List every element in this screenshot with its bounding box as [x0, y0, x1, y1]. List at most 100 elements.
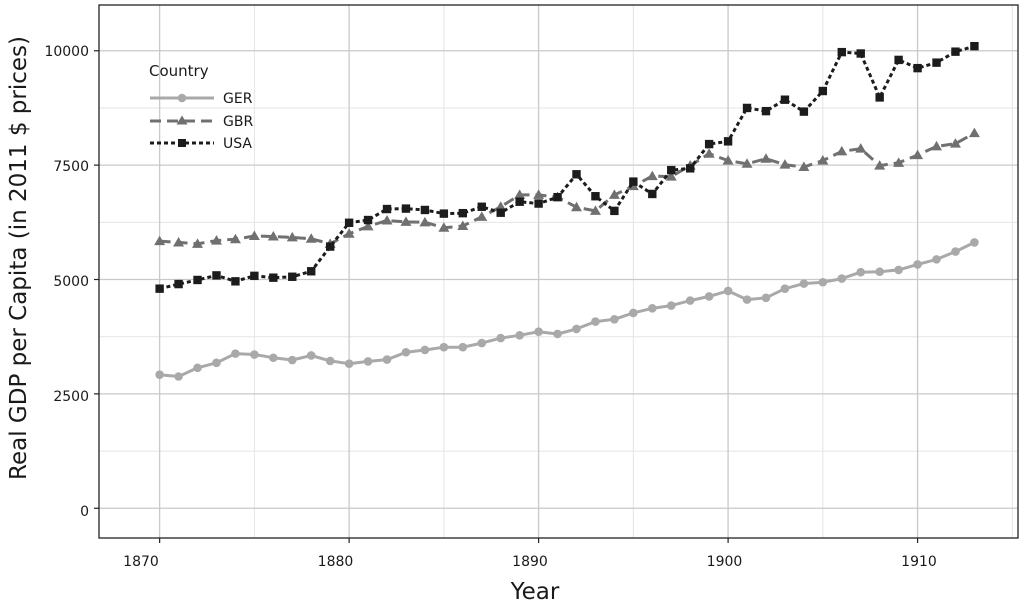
data-point-gbr-1884 [419, 216, 431, 227]
data-point-usa-1877 [288, 272, 297, 281]
data-point-ger-1894 [610, 315, 619, 324]
legend-label-gbr: GBR [223, 114, 253, 130]
data-point-gbr-1889 [514, 189, 526, 199]
data-point-gbr-1888 [495, 201, 507, 211]
data-point-usa-1873 [212, 271, 221, 280]
data-point-ger-1901 [742, 295, 752, 304]
data-point-usa-1908 [875, 93, 884, 102]
y-tick-label-1: 2500 [53, 389, 89, 405]
data-point-usa-1899 [704, 139, 714, 149]
data-point-usa-1876 [269, 273, 278, 282]
data-point-ger-1874 [231, 349, 240, 358]
data-point-ger-1890 [534, 327, 543, 336]
x-tick-label-3: 1900 [707, 554, 743, 570]
legend-item-ger: GER [150, 91, 253, 107]
data-point-gbr-1875 [248, 230, 260, 241]
data-point-usa-1891 [553, 192, 562, 202]
data-point-usa-1882 [382, 204, 392, 214]
data-point-usa-1904 [799, 107, 809, 116]
series-layer [154, 41, 980, 381]
legend-title: Country [149, 62, 209, 80]
data-point-gbr-1903 [779, 159, 791, 169]
data-point-usa-1871 [174, 279, 183, 289]
data-point-usa-1875 [250, 271, 259, 281]
data-point-gbr-1885 [438, 222, 450, 232]
data-point-usa-1906 [837, 47, 846, 57]
data-point-gbr-1900 [722, 155, 734, 165]
data-point-usa-1881 [363, 215, 373, 225]
data-point-usa-1887 [477, 202, 486, 211]
data-point-ger-1888 [496, 333, 506, 343]
x-tick-label-2: 1890 [512, 554, 548, 570]
data-point-ger-1886 [458, 342, 468, 352]
data-point-gbr-1872 [192, 238, 204, 248]
data-point-gbr-1890 [533, 189, 545, 199]
y-axis-title: Real GDP per Capita (in 2011 $ prices) [6, 36, 32, 480]
series-line-gbr [159, 131, 976, 246]
data-point-usa-1896 [648, 189, 657, 199]
data-point-gbr-1905 [817, 155, 829, 165]
data-point-gbr-1886 [457, 220, 469, 230]
legend-label-usa: USA [223, 136, 252, 152]
y-tick-label-3: 7500 [53, 159, 89, 175]
data-point-usa-1870 [155, 284, 164, 293]
data-point-gbr-1910 [912, 149, 924, 160]
data-point-gbr-1887 [476, 211, 488, 221]
data-point-usa-1878 [307, 267, 316, 276]
data-point-gbr-1870 [154, 235, 166, 246]
y-tick-label-4: 10000 [44, 44, 89, 60]
data-point-gbr-1908 [874, 160, 886, 170]
data-point-gbr-1904 [798, 161, 810, 171]
data-point-gbr-1897 [665, 171, 677, 181]
data-point-ger-1898 [685, 296, 695, 305]
data-point-ger-1896 [647, 304, 657, 313]
data-point-ger-1905 [818, 277, 828, 287]
data-point-usa-1893 [591, 192, 600, 201]
y-tick-label-0: 0 [80, 504, 89, 520]
legend-marker-usa [178, 139, 186, 147]
plot-frame [98, 4, 1019, 539]
x-axis-title: Year [510, 579, 560, 602]
legend-item-gbr: GBR [150, 114, 253, 130]
series-gbr [154, 127, 980, 248]
data-point-gbr-1876 [267, 231, 279, 241]
data-point-usa-1880 [344, 218, 354, 227]
data-point-ger-1900 [723, 286, 733, 296]
axis-ticks [94, 50, 919, 543]
data-point-ger-1892 [572, 324, 581, 334]
data-point-usa-1902 [761, 106, 771, 116]
data-point-gbr-1909 [893, 157, 905, 167]
data-point-gbr-1892 [571, 201, 583, 212]
data-point-ger-1883 [401, 347, 411, 357]
data-point-gbr-1880 [343, 228, 355, 238]
data-point-ger-1891 [553, 329, 562, 339]
series-ger [155, 238, 979, 381]
data-point-gbr-1871 [173, 236, 185, 247]
data-point-gbr-1883 [400, 216, 412, 226]
data-point-gbr-1912 [949, 138, 961, 148]
data-point-ger-1876 [269, 353, 278, 363]
data-point-ger-1880 [344, 359, 354, 368]
data-point-ger-1884 [420, 345, 430, 355]
x-tick-label-4: 1910 [901, 554, 937, 570]
data-point-usa-1872 [193, 275, 202, 285]
data-point-gbr-1899 [703, 148, 715, 158]
data-point-ger-1904 [799, 279, 809, 288]
data-point-usa-1884 [420, 205, 430, 215]
data-point-ger-1872 [193, 363, 202, 373]
data-point-usa-1888 [496, 208, 505, 217]
data-point-usa-1903 [780, 95, 790, 104]
data-point-ger-1895 [629, 308, 638, 318]
data-point-gbr-1901 [741, 158, 753, 168]
data-point-gbr-1873 [210, 235, 222, 245]
data-point-usa-1910 [913, 63, 922, 73]
data-point-ger-1907 [856, 267, 866, 277]
data-point-ger-1879 [325, 356, 335, 366]
data-point-ger-1878 [306, 351, 316, 360]
data-point-usa-1895 [629, 177, 638, 186]
data-point-ger-1897 [666, 301, 676, 310]
data-point-usa-1874 [231, 277, 240, 286]
data-point-ger-1913 [970, 238, 979, 247]
data-point-usa-1894 [610, 206, 619, 216]
